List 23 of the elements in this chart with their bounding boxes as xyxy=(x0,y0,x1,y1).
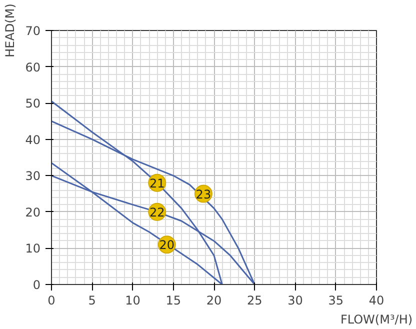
x-tick-label: 15 xyxy=(166,294,182,308)
y-tick-label: 10 xyxy=(25,242,41,256)
y-tick-label: 20 xyxy=(25,205,41,220)
y-tick-label: 50 xyxy=(25,96,41,111)
annotation: 22 xyxy=(149,205,165,220)
annotation: 20 xyxy=(159,238,175,252)
x-tick-label: 0 xyxy=(48,294,56,308)
x-tick-label: 20 xyxy=(206,294,222,308)
annotation: 21 xyxy=(149,176,165,190)
x-tick-label: 5 xyxy=(88,294,96,308)
x-tick-label: 10 xyxy=(125,294,140,308)
y-tick-label: 40 xyxy=(25,132,41,147)
y-tick-label: 0 xyxy=(32,278,41,292)
x-tick-label: 30 xyxy=(288,294,303,308)
y-tick-label: 30 xyxy=(25,169,41,184)
y-axis-title: HEAD(M) xyxy=(3,4,18,58)
y-tick-label: 60 xyxy=(25,60,41,74)
x-tick-label: 25 xyxy=(246,294,262,308)
x-tick-label: 40 xyxy=(368,294,384,308)
annotation: 23 xyxy=(196,187,212,202)
x-tick-label: 35 xyxy=(328,294,344,308)
y-tick-label: 70 xyxy=(25,24,41,38)
x-axis-title: FLOW(M³/H) xyxy=(340,312,413,326)
